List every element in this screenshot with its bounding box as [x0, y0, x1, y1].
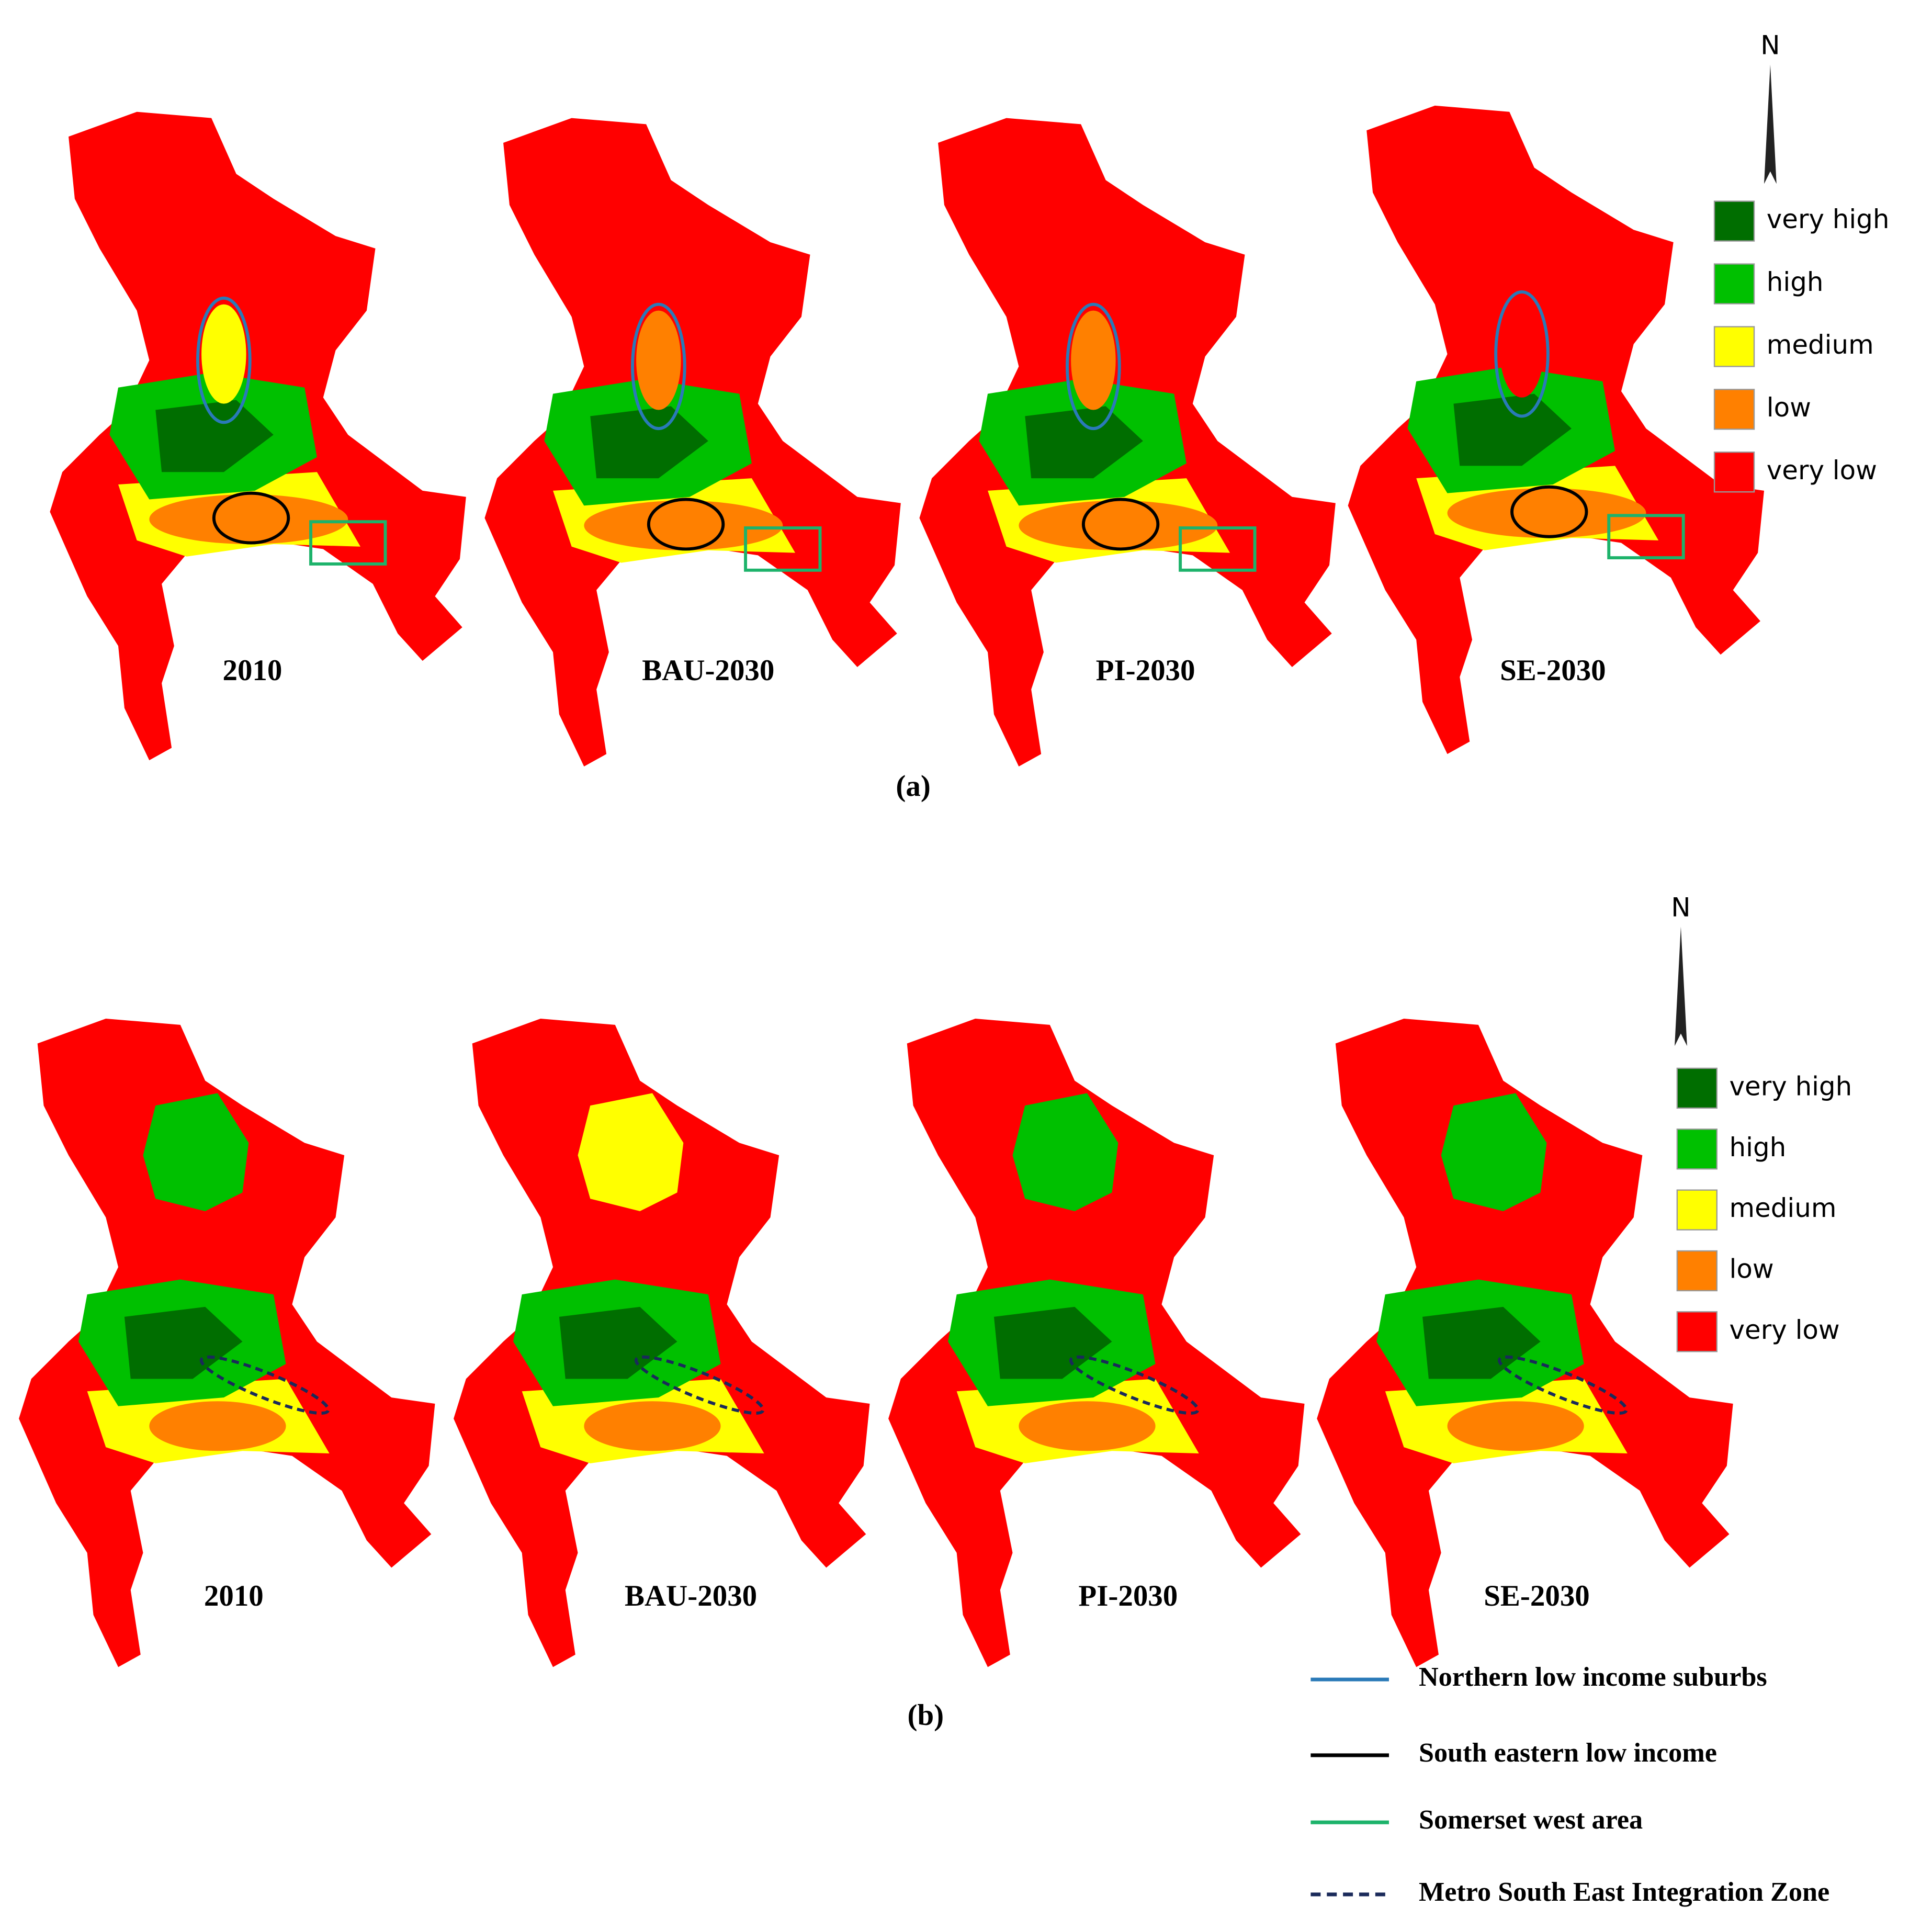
legend-swatch: [1676, 1250, 1718, 1292]
region-core: [559, 1306, 677, 1379]
map-label: SE-2030: [1500, 654, 1606, 687]
legend-swatch: [1676, 1189, 1718, 1231]
legend-swatch: [1676, 1311, 1718, 1352]
legend-label: very high: [1730, 1071, 1852, 1101]
map: [454, 1018, 870, 1667]
map: [484, 118, 901, 766]
region-south-low: [584, 1401, 721, 1451]
south-east-marker: [1510, 485, 1588, 538]
north-suburbs-marker: [196, 296, 252, 424]
region-north: [1012, 1093, 1118, 1211]
map-label: BAU-2030: [625, 1579, 757, 1612]
somerset-marker: [1179, 526, 1257, 572]
map: [888, 1018, 1305, 1667]
north-arrow: [1675, 927, 1687, 1046]
region-north: [1441, 1093, 1547, 1211]
annotation-label: Somerset west area: [1419, 1804, 1643, 1835]
region-core: [1025, 406, 1143, 479]
map-label: 2010: [204, 1579, 264, 1612]
region-north: [1499, 298, 1544, 398]
legend-swatch: [1676, 1129, 1718, 1170]
north-label: N: [1671, 893, 1690, 923]
north-suburbs-marker: [1066, 302, 1121, 431]
region-core: [124, 1306, 243, 1379]
region-south-low: [584, 500, 783, 550]
north-label: N: [1760, 30, 1780, 61]
region-south-low: [1019, 500, 1218, 550]
region-core: [1422, 1306, 1541, 1379]
legend-label: medium: [1767, 330, 1874, 360]
legend-label: very low: [1767, 455, 1877, 486]
annotation-label: Northern low income suburbs: [1419, 1662, 1767, 1692]
north-suburbs-marker: [631, 302, 686, 431]
region-south-low: [1447, 1401, 1584, 1451]
map: [919, 118, 1336, 766]
somerset-marker: [744, 526, 822, 572]
integration-zone-marker: [634, 1355, 765, 1415]
map: [50, 111, 466, 761]
region-core: [155, 400, 274, 472]
south-east-marker: [1081, 498, 1160, 551]
region-north: [201, 304, 246, 404]
region-south-low: [1019, 1401, 1156, 1451]
region-north: [1071, 310, 1116, 410]
legend-label: high: [1767, 267, 1824, 297]
map-label: BAU-2030: [642, 654, 774, 687]
legend-label: low: [1730, 1254, 1774, 1284]
region-north: [143, 1093, 249, 1211]
map-label: PI-2030: [1078, 1579, 1178, 1612]
map-label: PI-2030: [1096, 654, 1195, 687]
map-label: 2010: [222, 654, 282, 687]
region-north: [578, 1093, 684, 1211]
legend-swatch: [1713, 326, 1755, 367]
legend-label: very high: [1767, 204, 1890, 234]
map: [19, 1018, 435, 1667]
region-north: [636, 310, 681, 410]
map: [1348, 105, 1765, 754]
region-core: [993, 1306, 1112, 1379]
panel-label: (b): [908, 1699, 944, 1732]
legend-swatch: [1676, 1067, 1718, 1109]
legend-label: high: [1730, 1132, 1787, 1163]
legend-label: medium: [1730, 1193, 1837, 1223]
south-east-marker: [647, 498, 725, 551]
legend-swatch: [1713, 452, 1755, 493]
annotation-label: Metro South East Integration Zone: [1419, 1877, 1829, 1907]
legend-swatch: [1713, 389, 1755, 430]
region-south-low: [149, 1401, 286, 1451]
region-core: [1453, 393, 1572, 466]
legend-swatch: [1713, 263, 1755, 304]
map: [1317, 1018, 1733, 1667]
north-suburbs-marker: [1494, 290, 1550, 418]
north-arrow: [1764, 64, 1777, 184]
legend-label: very low: [1730, 1315, 1840, 1345]
map-label: SE-2030: [1484, 1579, 1590, 1612]
panel-label: (a): [896, 770, 930, 803]
integration-zone-marker: [1498, 1355, 1628, 1415]
south-east-marker: [212, 491, 290, 545]
somerset-marker: [1607, 514, 1685, 560]
integration-zone-marker: [199, 1355, 330, 1415]
region-core: [590, 406, 708, 479]
region-south-low: [1447, 488, 1646, 538]
legend-label: low: [1767, 392, 1811, 423]
annotation-label: South eastern low income: [1419, 1738, 1717, 1768]
legend-swatch: [1713, 200, 1755, 242]
integration-zone-marker: [1069, 1355, 1200, 1415]
somerset-marker: [309, 520, 387, 566]
region-south-low: [149, 494, 348, 544]
